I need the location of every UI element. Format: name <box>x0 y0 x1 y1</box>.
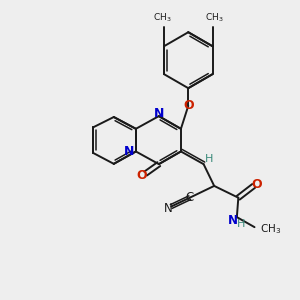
Text: CH$_3$: CH$_3$ <box>260 222 282 236</box>
Text: H: H <box>237 219 245 229</box>
Text: O: O <box>137 169 147 182</box>
Text: O: O <box>251 178 262 191</box>
Text: CH$_3$: CH$_3$ <box>205 11 223 23</box>
Text: H: H <box>205 154 213 164</box>
Text: N: N <box>124 145 134 158</box>
Text: N: N <box>154 107 164 120</box>
Text: O: O <box>183 99 194 112</box>
Text: N: N <box>164 202 172 214</box>
Text: C: C <box>186 191 194 204</box>
Text: CH$_3$: CH$_3$ <box>153 11 172 23</box>
Text: N: N <box>228 214 238 227</box>
